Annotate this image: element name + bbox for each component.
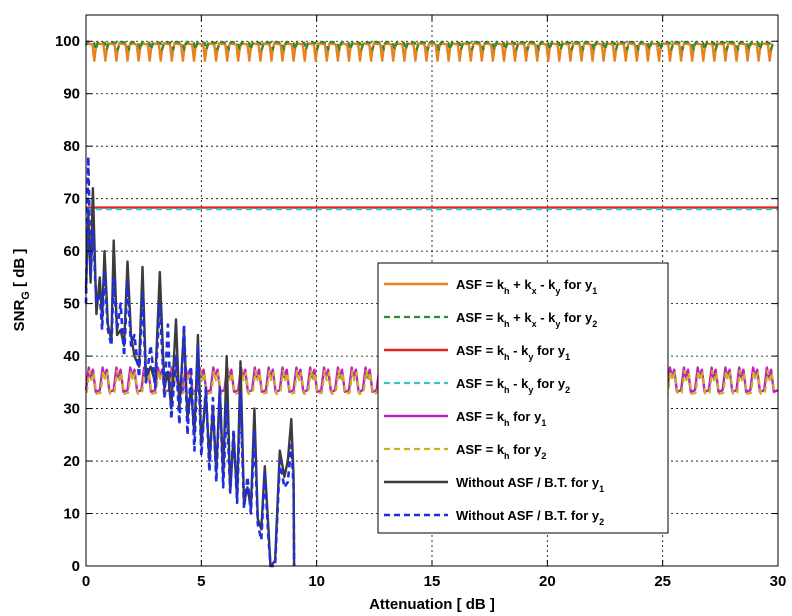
legend-entry-5: ASF = kh for y1 [456,409,546,428]
legend-entry-3: ASF = kh - ky for y1 [456,343,570,362]
x-tick-label: 5 [197,573,205,590]
x-tick-label: 10 [308,573,325,590]
legend-entry-4: ASF = kh - ky for y2 [456,376,570,395]
x-axis-label: Attenuation [ dB ] [369,596,495,613]
y-tick-label: 90 [63,86,80,103]
series-line-2 [84,40,775,51]
x-tick-label: 0 [82,573,90,590]
y-axis-label-rest: [ dB ] [11,249,28,292]
axis-ticks: 0 5 10 15 20 25 30 0 10 20 30 40 50 60 70 80 90 100 [55,15,786,590]
series-line-1 [85,42,774,62]
y-tick-label: 80 [63,138,80,155]
y-axis-label-sub: G [20,291,32,300]
y-tick-label: 30 [63,401,80,418]
y-axis-label-main: SNR [11,300,28,332]
y-tick-label: 100 [55,33,80,50]
y-tick-label: 0 [72,558,80,575]
y-tick-label: 50 [63,296,80,313]
legend-entry-1: ASF = kh + kx - ky for y1 [456,277,597,296]
x-tick-label: 20 [539,573,556,590]
legend-entry-7: Without ASF / B.T. for y1 [456,475,604,494]
legend-entry-6: ASF = kh for y2 [456,442,546,461]
y-tick-label: 60 [63,243,80,260]
y-tick-label: 40 [63,348,80,365]
legend-entry-8: Without ASF / B.T. for y2 [456,508,604,527]
y-tick-label: 20 [63,453,80,470]
legend-entry-2: ASF = kh + kx - ky for y2 [456,310,597,329]
x-tick-label: 30 [770,573,787,590]
x-tick-label: 15 [424,573,441,590]
legend: ASF = kh + kx - ky for y1 ASF = kh + kx -… [377,262,669,534]
y-tick-label: 70 [63,191,80,208]
y-tick-label: 10 [63,506,80,523]
legend-box [377,262,669,534]
y-axis-label: SNRG [ dB ] [11,249,32,332]
x-tick-label: 25 [654,573,671,590]
